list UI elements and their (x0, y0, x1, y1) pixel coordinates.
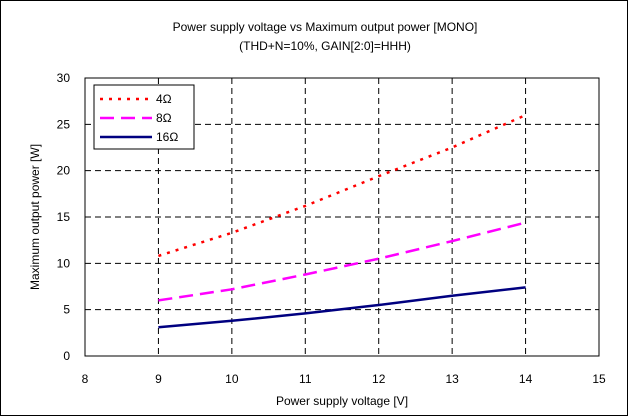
y-tick-label: 25 (57, 117, 71, 131)
tick-labels: 8 9 10 11 12 13 14 15 0 5 10 15 20 25 30 (57, 71, 606, 386)
x-tick-label: 11 (299, 372, 312, 386)
series-line (158, 113, 527, 258)
series-line (158, 286, 526, 329)
y-tick-label: 5 (63, 303, 70, 317)
legend-label: 8Ω (156, 111, 172, 125)
x-tick-label: 12 (372, 372, 386, 386)
legend: 4Ω 8Ω 16Ω (93, 84, 195, 150)
y-tick-label: 20 (57, 164, 71, 178)
x-tick-label: 13 (445, 372, 459, 386)
legend-label: 4Ω (156, 92, 172, 106)
y-tick-label: 30 (57, 71, 71, 85)
x-axis-label: Power supply voltage [V] (276, 394, 408, 408)
x-tick-label: 14 (519, 372, 533, 386)
x-tick-label: 10 (225, 372, 239, 386)
series (158, 113, 527, 329)
x-tick-label: 15 (592, 372, 606, 386)
y-tick-label: 0 (63, 349, 70, 363)
x-tick-label: 8 (82, 372, 89, 386)
x-tick-label: 9 (155, 372, 162, 386)
legend-label: 16Ω (156, 130, 178, 144)
y-axis-label: Maximum output power [W] (28, 144, 42, 290)
chart-subtitle: (THD+N=10%, GAIN[2:0]=HHH) (239, 39, 411, 53)
y-tick-label: 15 (57, 210, 71, 224)
y-tick-label: 10 (57, 256, 71, 270)
chart-title: Power supply voltage vs Maximum output p… (173, 20, 478, 34)
